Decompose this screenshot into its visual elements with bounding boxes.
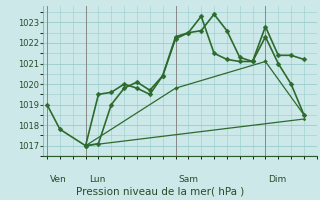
Text: Dim: Dim [268,176,287,184]
Text: Pression niveau de la mer( hPa ): Pression niveau de la mer( hPa ) [76,186,244,196]
Text: Sam: Sam [179,176,199,184]
Text: Lun: Lun [89,176,105,184]
Text: Ven: Ven [50,176,67,184]
